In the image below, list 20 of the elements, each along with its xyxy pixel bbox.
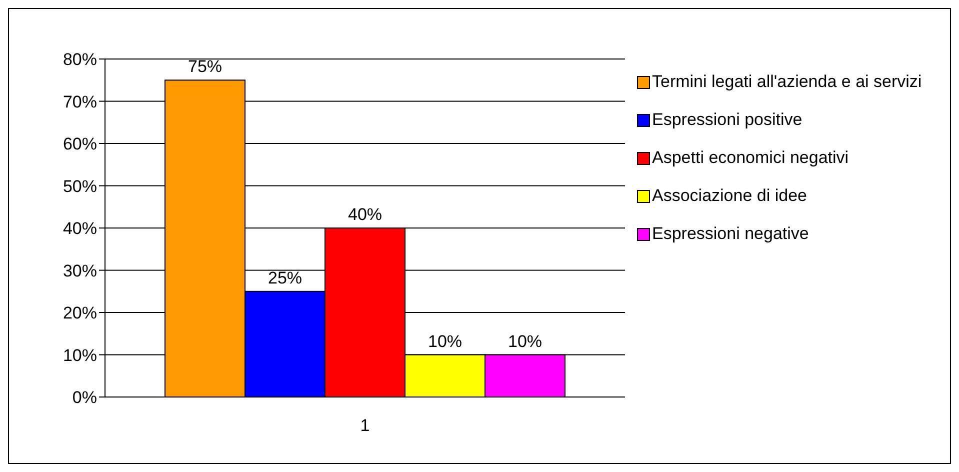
y-tick-label: 10% — [62, 346, 97, 365]
y-tick-label: 20% — [62, 304, 97, 323]
y-tick-label: 30% — [62, 261, 97, 280]
legend-label: Termini legati all'azienda e ai servizi — [652, 71, 922, 93]
data-label: 25% — [268, 268, 302, 288]
legend-label: Espressioni negative — [652, 223, 810, 245]
data-label: 75% — [188, 57, 222, 76]
y-tick-label: 60% — [62, 134, 97, 154]
y-tick-label: 0% — [72, 388, 97, 408]
legend-label: Espressioni positive — [652, 109, 804, 131]
data-label: 10% — [428, 332, 462, 351]
legend-label: Associazione di idee — [652, 185, 808, 207]
x-tick-label: 1 — [360, 416, 370, 436]
legend-label: Aspetti economici negativi — [652, 147, 850, 169]
y-tick-label: 40% — [62, 219, 97, 238]
y-tick-label: 50% — [62, 176, 97, 196]
y-tick-label: 70% — [62, 92, 97, 112]
y-tick-label: 80% — [62, 50, 97, 70]
data-label: 10% — [508, 332, 542, 351]
data-label: 40% — [348, 205, 382, 224]
